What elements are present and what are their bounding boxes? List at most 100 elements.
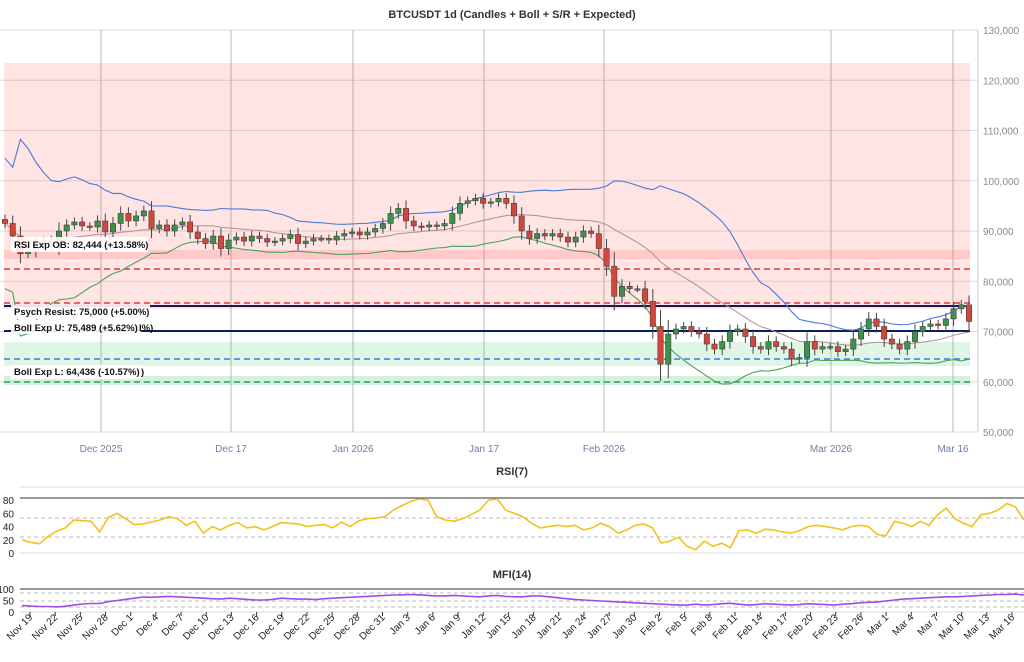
rsi-y-tick: 20 bbox=[3, 536, 15, 547]
candle bbox=[865, 311, 872, 337]
candle bbox=[912, 324, 918, 349]
mfi-title: MFI(14) bbox=[493, 569, 532, 581]
candle bbox=[672, 323, 679, 340]
candle bbox=[665, 319, 672, 379]
x-tick-label: Mar 16 bbox=[937, 444, 969, 455]
candle bbox=[364, 227, 371, 240]
mfi-y-tick: 100 bbox=[0, 585, 14, 596]
psych-resist-label: Psych Resist: 75,000 (+5.00%) bbox=[14, 307, 149, 318]
mfi-line bbox=[21, 593, 1024, 608]
candle bbox=[403, 200, 409, 229]
y-tick-label: 100,000 bbox=[983, 177, 1020, 188]
candle bbox=[248, 230, 255, 247]
candle bbox=[649, 289, 656, 339]
candle bbox=[302, 236, 309, 248]
candle bbox=[441, 219, 448, 231]
date-tick-label: Feb 23 bbox=[811, 612, 841, 642]
candle bbox=[703, 326, 710, 352]
candle bbox=[179, 217, 186, 230]
date-tick-label: Dec 13 bbox=[206, 612, 236, 642]
candle bbox=[619, 279, 625, 304]
date-tick-label: Nov 25 bbox=[55, 612, 85, 642]
date-tick-label: Jan 27 bbox=[585, 612, 614, 641]
x-tick-label: Dec 17 bbox=[215, 444, 247, 455]
candle bbox=[449, 206, 456, 231]
y-tick-label: 110,000 bbox=[983, 127, 1019, 138]
candle bbox=[950, 301, 957, 326]
candle bbox=[873, 312, 880, 333]
date-tick-label: Dec 10 bbox=[181, 612, 211, 642]
date-tick-label: Mar 10 bbox=[937, 612, 967, 642]
candle bbox=[472, 193, 479, 206]
x-tick-label: Dec 2025 bbox=[80, 444, 123, 455]
candle bbox=[271, 237, 278, 246]
rsi-exp-ob-label: RSI Exp OB: 82,444 (+13.58%) bbox=[14, 240, 148, 251]
date-tick-label: Mar 4 bbox=[891, 612, 917, 638]
candle bbox=[495, 193, 502, 207]
candle bbox=[541, 229, 548, 241]
candle bbox=[811, 335, 818, 356]
candle bbox=[734, 324, 741, 336]
candle bbox=[94, 215, 101, 233]
main-panel: 50,000 60,000 70,000 80,000 90,000 100,000 110… bbox=[0, 26, 1020, 455]
mfi-y-tick: 50 bbox=[3, 597, 15, 608]
candle bbox=[927, 319, 934, 331]
y-tick-label: 60,000 bbox=[983, 378, 1014, 389]
candle bbox=[341, 229, 348, 241]
candle bbox=[549, 229, 556, 241]
date-tick-label: Jan 12 bbox=[459, 612, 488, 641]
x-tick-label: Jan 2026 bbox=[332, 444, 374, 455]
x-tick-label: Feb 2026 bbox=[583, 444, 626, 455]
date-tick-label: Jan 18 bbox=[510, 612, 539, 641]
candle bbox=[565, 231, 571, 248]
candle bbox=[919, 321, 926, 337]
candle bbox=[410, 215, 417, 232]
candle bbox=[680, 322, 687, 334]
date-tick-label: Feb 17 bbox=[761, 612, 791, 642]
candle bbox=[387, 206, 394, 231]
candle bbox=[225, 233, 232, 256]
candle bbox=[696, 327, 703, 339]
y-tick-label: 120,000 bbox=[983, 76, 1020, 87]
y-tick-label: 80,000 bbox=[983, 277, 1014, 288]
date-tick-label: Dec 31 bbox=[357, 612, 387, 642]
candle bbox=[356, 227, 363, 240]
candle bbox=[433, 221, 440, 230]
candle bbox=[287, 229, 294, 244]
candle bbox=[966, 295, 972, 331]
date-tick-label: Feb 2 bbox=[639, 612, 665, 638]
rsi-y-tick: 0 bbox=[8, 549, 14, 560]
candle bbox=[102, 213, 109, 240]
date-tick-label: Jan 15 bbox=[485, 612, 514, 641]
date-tick-label: Jan 21 bbox=[535, 612, 564, 641]
candle bbox=[858, 321, 864, 347]
candle bbox=[572, 231, 579, 248]
candle bbox=[86, 222, 93, 231]
date-tick-label: Jan 24 bbox=[560, 612, 589, 641]
candle bbox=[279, 234, 286, 246]
date-tick-label: Feb 11 bbox=[711, 612, 741, 642]
candle bbox=[557, 228, 564, 242]
candle bbox=[595, 224, 602, 258]
candle bbox=[503, 193, 510, 209]
boll-exp-u-suffix: I%) bbox=[139, 323, 153, 334]
rsi-panel: 0 20 40 60 80 bbox=[3, 486, 1024, 560]
date-tick-label: Nov 28 bbox=[80, 612, 110, 642]
y-tick-label: 70,000 bbox=[983, 328, 1014, 339]
candle bbox=[133, 210, 140, 227]
candle bbox=[511, 195, 517, 224]
candle bbox=[834, 341, 841, 357]
boll-exp-l-label: Boll Exp L: 64,436 (-10.57%) bbox=[14, 367, 140, 378]
candle bbox=[765, 335, 772, 356]
candle bbox=[140, 205, 147, 222]
candle bbox=[63, 219, 70, 237]
candle bbox=[125, 207, 132, 228]
candle bbox=[888, 333, 895, 350]
main-title: BTCUSDT 1d (Candles + Boll + S/R + Expec… bbox=[388, 9, 636, 21]
candle bbox=[842, 344, 849, 356]
candle bbox=[217, 228, 224, 257]
candle bbox=[79, 217, 86, 231]
date-tick-label: Feb 14 bbox=[736, 612, 766, 642]
candle bbox=[757, 342, 764, 354]
candle bbox=[881, 318, 888, 347]
